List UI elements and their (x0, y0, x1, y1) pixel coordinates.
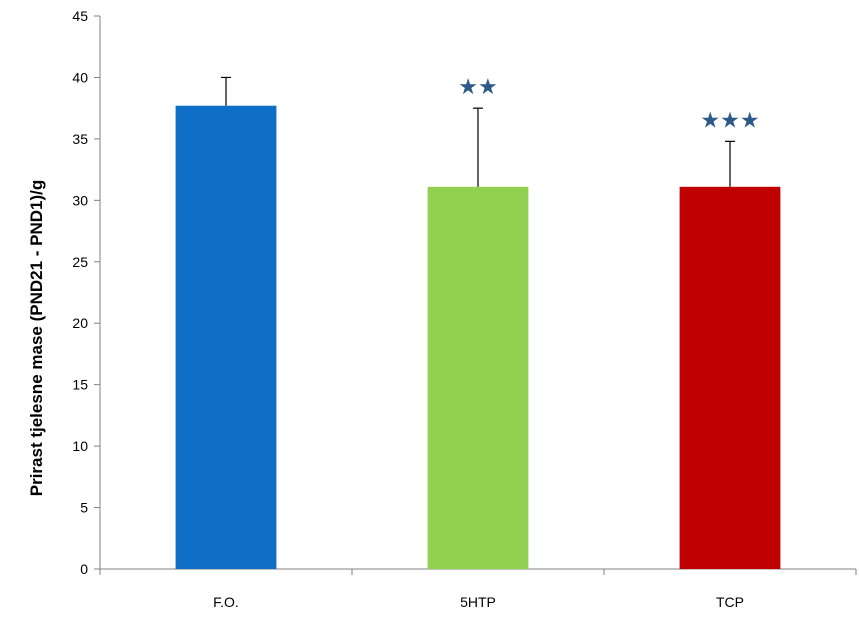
significance-markers: ★★★★★ (458, 75, 759, 133)
y-tick-label: 40 (72, 69, 88, 85)
y-tick-label: 35 (72, 131, 88, 147)
bar-tcp (679, 186, 781, 569)
significance-stars: ★★ (458, 75, 497, 100)
y-tick-label: 30 (72, 192, 88, 208)
y-axis-label: Prirast tjelesne mase (PND21 - PND1)/g (27, 180, 46, 497)
bars (175, 105, 781, 569)
y-tick-label: 0 (80, 561, 88, 577)
y-tick-label: 25 (72, 254, 88, 270)
error-bars (221, 76, 735, 187)
x-tick-label: 5HTP (460, 594, 496, 610)
y-tick-label: 15 (72, 377, 88, 393)
y-tick-label: 45 (72, 8, 88, 24)
y-tick-label: 5 (80, 500, 88, 516)
bar-fo (175, 105, 277, 569)
x-tick-label: F.O. (213, 594, 239, 610)
x-axis: F.O. 5HTP TCP (99, 568, 857, 610)
y-tick-label: 10 (72, 438, 88, 454)
y-axis: 0 5 10 15 20 25 30 35 40 45 (72, 8, 101, 577)
y-tick-label: 20 (72, 315, 88, 331)
x-tick-label: TCP (716, 594, 744, 610)
significance-stars: ★★★ (700, 108, 759, 133)
bar-5htp (427, 186, 529, 569)
